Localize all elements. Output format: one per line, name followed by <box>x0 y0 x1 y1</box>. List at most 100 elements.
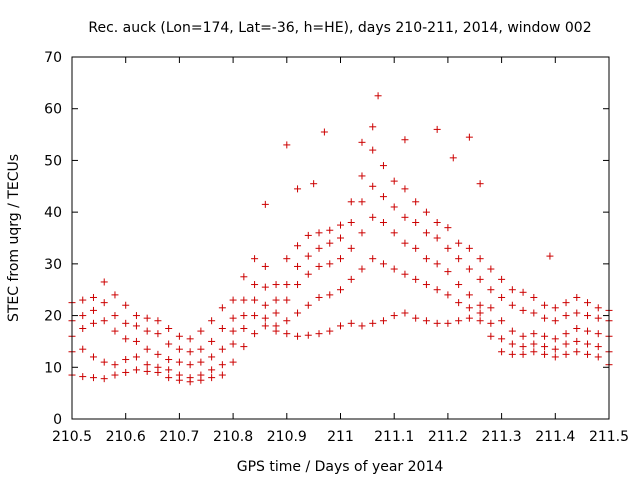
data-point <box>530 309 538 317</box>
plot-frame <box>71 56 610 420</box>
data-point <box>111 361 119 369</box>
data-point <box>310 180 318 188</box>
y-tick-label: 0 <box>53 412 62 428</box>
data-point <box>541 314 549 322</box>
data-point <box>283 281 291 289</box>
data-point <box>530 348 538 356</box>
data-point <box>465 244 473 252</box>
data-point <box>347 198 355 206</box>
data-point <box>358 172 366 180</box>
data-point <box>412 314 420 322</box>
data-point <box>444 224 452 232</box>
data-point <box>315 229 323 237</box>
data-point <box>326 239 334 247</box>
data-point <box>422 255 430 263</box>
data-point <box>498 348 506 356</box>
data-point <box>132 312 140 320</box>
data-point <box>594 304 602 312</box>
data-point <box>508 340 516 348</box>
data-point <box>326 226 334 234</box>
data-point <box>379 317 387 325</box>
data-point <box>487 304 495 312</box>
data-point <box>154 350 162 358</box>
data-point <box>165 374 173 382</box>
data-point <box>240 343 248 351</box>
data-point <box>508 301 516 309</box>
data-point <box>132 322 140 330</box>
data-point <box>283 317 291 325</box>
data-point <box>455 299 463 307</box>
y-tick-label: 10 <box>44 360 62 376</box>
data-point <box>175 371 183 379</box>
data-point <box>369 146 377 154</box>
data-point <box>573 293 581 301</box>
data-point <box>294 332 302 340</box>
data-point <box>294 242 302 250</box>
x-tick-label: 211 <box>327 429 354 445</box>
data-point <box>79 373 87 381</box>
x-tick-label: 210.5 <box>52 429 92 445</box>
data-points <box>68 92 613 386</box>
data-point <box>358 229 366 237</box>
data-point <box>390 203 398 211</box>
data-point <box>347 218 355 226</box>
data-point <box>584 350 592 358</box>
data-point <box>358 138 366 146</box>
data-point <box>240 296 248 304</box>
data-point <box>304 270 312 278</box>
data-point <box>573 348 581 356</box>
data-point <box>304 331 312 339</box>
data-point <box>519 306 527 314</box>
data-point <box>100 299 108 307</box>
data-point <box>476 275 484 283</box>
data-point <box>175 345 183 353</box>
data-point <box>261 322 269 330</box>
x-tick-label: 211.4 <box>535 429 575 445</box>
data-point <box>165 325 173 332</box>
data-point <box>89 319 97 327</box>
data-point <box>186 335 194 343</box>
data-point <box>433 125 441 133</box>
data-point <box>508 286 516 294</box>
data-point <box>240 273 248 281</box>
data-point <box>122 335 130 343</box>
data-point <box>251 281 259 289</box>
x-tick-label: 210.9 <box>267 429 307 445</box>
data-point <box>487 265 495 273</box>
data-point <box>100 317 108 325</box>
data-point <box>251 312 259 320</box>
data-point <box>508 327 516 335</box>
data-point <box>487 319 495 327</box>
data-point <box>208 374 216 382</box>
data-point <box>272 296 280 304</box>
data-point <box>347 319 355 327</box>
data-point <box>208 353 216 361</box>
data-point <box>304 231 312 239</box>
data-point <box>197 358 205 366</box>
data-point <box>401 239 409 247</box>
data-point <box>519 343 527 351</box>
data-point <box>465 304 473 312</box>
data-point <box>444 291 452 299</box>
data-point <box>89 306 97 314</box>
data-point <box>251 255 259 263</box>
data-point <box>315 262 323 270</box>
data-point <box>444 268 452 276</box>
data-point <box>449 154 457 162</box>
data-point <box>261 200 269 208</box>
data-point <box>175 358 183 366</box>
data-point <box>122 356 130 364</box>
data-point <box>422 229 430 237</box>
data-point <box>347 244 355 252</box>
data-point <box>165 340 173 348</box>
data-point <box>562 330 570 338</box>
data-point <box>541 332 549 340</box>
y-tick-label: 20 <box>44 309 62 325</box>
data-point <box>337 286 344 294</box>
y-tick-label: 30 <box>44 257 62 273</box>
data-point <box>132 366 140 374</box>
data-point <box>594 343 602 351</box>
data-point <box>412 218 420 226</box>
data-point <box>541 343 549 351</box>
